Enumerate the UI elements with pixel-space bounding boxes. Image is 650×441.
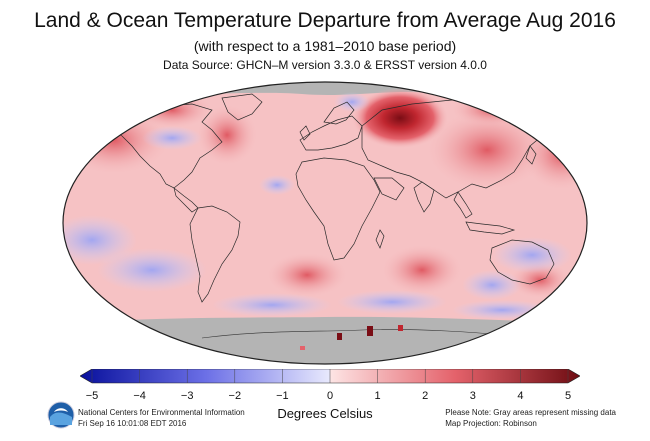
indian-ocean-warm — [382, 245, 462, 295]
world-anomaly-map — [62, 81, 588, 365]
east-asia-warm — [427, 110, 547, 190]
arabia-outline — [373, 177, 405, 201]
west-pacific-cool — [462, 270, 522, 300]
southeast-asia-outline — [453, 191, 473, 219]
data-source-line: Data Source: GHCN–M version 3.3.0 & ERSS… — [163, 58, 487, 72]
barents-cool — [334, 92, 370, 112]
south-pacific-cool-east — [492, 237, 572, 273]
colorbar-tick-label: 4 — [517, 390, 523, 402]
new-zealand-outline — [561, 285, 573, 305]
colorbar-tick-label: −4 — [133, 390, 146, 402]
colorbar-tick-label: −1 — [276, 390, 289, 402]
units-label: Degrees Celsius — [277, 406, 373, 421]
southern-ocean-cool-3 — [452, 300, 552, 320]
uk-outline — [299, 125, 311, 141]
noaa-logo — [47, 401, 75, 429]
colorbar-ticks: −5 −4 −3 −2 −1 0 1 2 3 4 5 — [86, 369, 571, 402]
canada-cool — [142, 126, 202, 150]
footer-right: Please Note: Gray areas represent missin… — [445, 407, 616, 429]
southern-ocean-cool-2 — [337, 290, 447, 314]
footer-projection: Map Projection: Robinson — [445, 419, 537, 428]
colorbar-tick-label: 0 — [327, 390, 333, 402]
siberia-warm — [452, 94, 532, 126]
antarctica-warm-cell-3 — [398, 325, 403, 331]
map-title: Land & Ocean Temperature Departure from … — [34, 9, 616, 32]
antarctica-warm-cell-2 — [337, 333, 342, 340]
antarctica-warm-cell-4 — [300, 346, 305, 350]
southern-ocean-cool-1 — [212, 293, 332, 317]
north-america-outline — [101, 103, 223, 189]
central-pacific-cool — [63, 215, 137, 265]
central-america-outline — [173, 187, 199, 213]
colorbar-tick-label: −5 — [86, 390, 99, 402]
south-atlantic-warm — [267, 253, 347, 297]
antarctica-missing-region — [63, 316, 587, 364]
greenland-outline — [221, 93, 263, 121]
indonesia-outline — [465, 221, 516, 235]
south-pacific-cool — [97, 248, 207, 292]
japan-outline — [525, 145, 537, 165]
africa-outline — [295, 157, 381, 261]
colorbar: −5 −4 −3 −2 −1 0 1 2 3 4 5 — [80, 369, 580, 402]
map-subtitle: (with respect to a 1981–2010 base period… — [193, 38, 457, 54]
north-atlantic-warm — [197, 105, 257, 165]
footer-left: National Centers for Environmental Infor… — [78, 407, 245, 429]
colorbar-tick-label: 3 — [470, 390, 476, 402]
south-america-outline — [189, 205, 241, 303]
europe-outline — [299, 115, 363, 151]
scandinavia-outline — [323, 101, 355, 125]
footer-timestamp: Fri Sep 16 10:01:08 EDT 2016 — [78, 419, 187, 428]
footer-missing-note: Please Note: Gray areas represent missin… — [445, 408, 616, 417]
footer-agency: National Centers for Environmental Infor… — [78, 408, 245, 417]
india-outline — [413, 181, 435, 213]
globe-border — [62, 81, 588, 365]
antarctica-coast — [201, 329, 533, 339]
colorbar-tick-label: 5 — [565, 390, 571, 402]
colorbar-tick-label: 2 — [422, 390, 428, 402]
colorbar-tick-label: −3 — [181, 390, 194, 402]
mid-atlantic-cool — [259, 175, 295, 195]
colorbar-tick-label: 1 — [375, 390, 381, 402]
australia-outline — [489, 239, 555, 285]
madagascar-outline — [375, 229, 385, 249]
antarctica-warm-cell-1 — [367, 326, 373, 336]
colorbar-tick-label: −2 — [229, 390, 242, 402]
